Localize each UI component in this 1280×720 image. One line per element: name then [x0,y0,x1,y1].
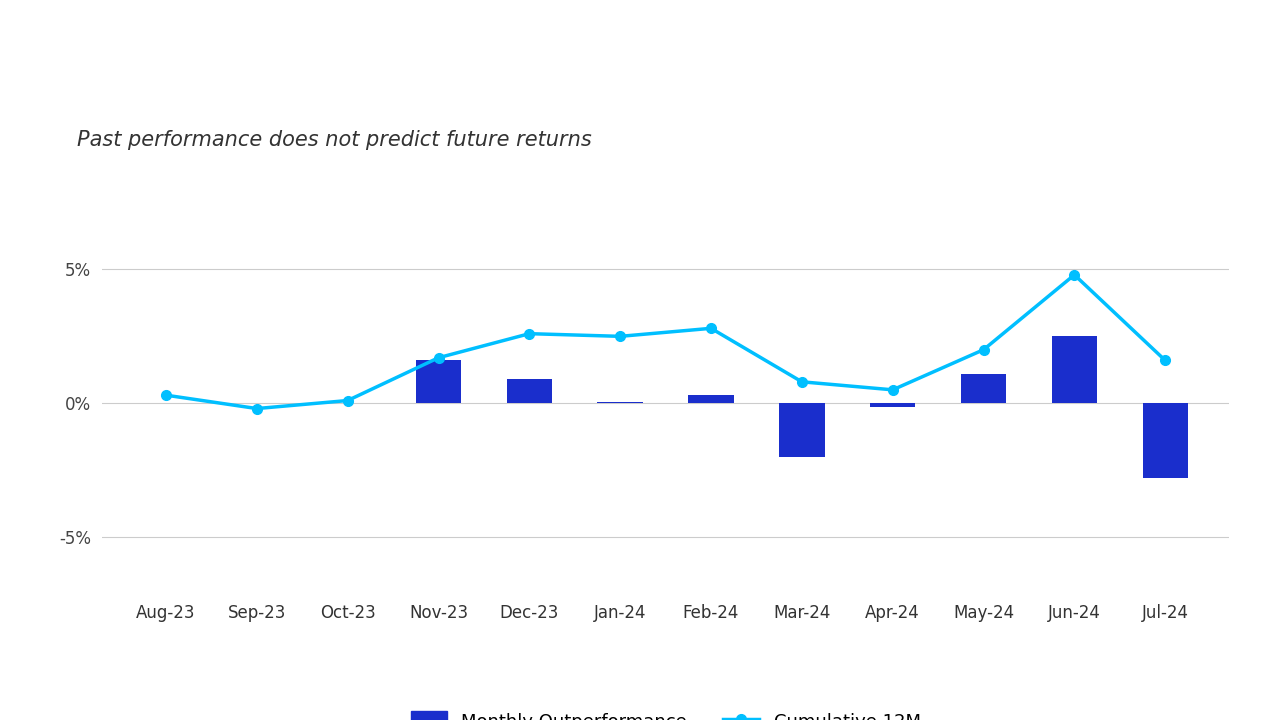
Bar [1143,403,1188,478]
Bar [1052,336,1097,403]
Bar [689,395,733,403]
Bar [416,361,461,403]
Bar [507,379,552,403]
Legend: Monthly Outperformance, Cumulative 12M: Monthly Outperformance, Cumulative 12M [403,704,928,720]
Bar [961,374,1006,403]
Bar [780,403,824,456]
Bar [870,403,915,408]
Bar [598,402,643,403]
Text: Past performance does not predict future returns: Past performance does not predict future… [77,130,591,150]
